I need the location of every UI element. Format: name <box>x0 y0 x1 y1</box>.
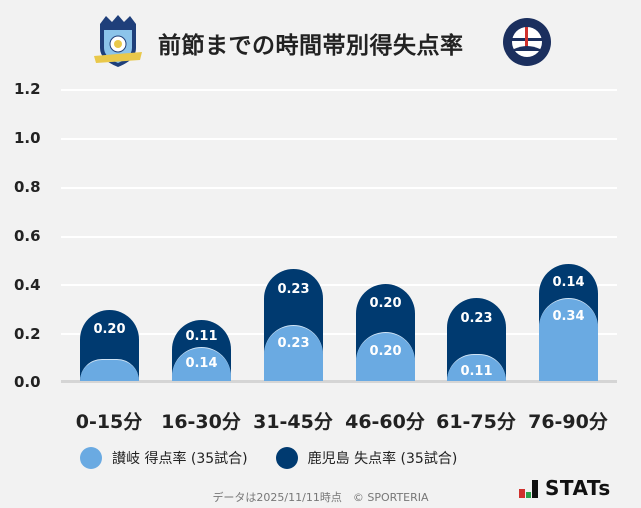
x-tick: 31-45分 <box>253 411 333 433</box>
bar-group-16-30: 0.11 0.14 <box>172 320 231 381</box>
chart-title: 前節までの時間帯別得失点率 <box>158 33 464 59</box>
y-tick: 0.2 <box>14 325 41 343</box>
legend-label-away: 鹿児島 失点率 (35試合) <box>307 451 458 467</box>
bar-label-scored: 0.23 <box>277 336 310 351</box>
y-tick: 0.4 <box>14 276 41 294</box>
stats-bars-icon <box>519 480 538 498</box>
away-team-crest-icon <box>503 18 551 66</box>
legend-item-away: 鹿児島 失点率 (35試合) <box>275 447 458 469</box>
x-tick: 46-60分 <box>345 411 425 433</box>
y-tick: 1.2 <box>14 80 41 98</box>
stats-brand-text: STATs <box>545 476 611 500</box>
bar-scored <box>80 359 139 381</box>
footer-note: データは2025/11/11時点 © SPORTERIA <box>212 491 429 504</box>
chart-header: 前節までの時間帯別得失点率 <box>0 0 641 80</box>
bar-group-46-60: 0.20 0.20 <box>356 284 415 381</box>
bar-label-scored: 0.14 <box>185 356 218 371</box>
gridline <box>61 138 617 140</box>
x-axis-baseline <box>61 380 617 383</box>
bar-scored <box>264 325 323 381</box>
y-tick: 0.8 <box>14 178 41 196</box>
gridline <box>61 89 617 91</box>
gridline <box>61 236 617 238</box>
x-tick: 76-90分 <box>528 411 608 433</box>
y-tick: 0.0 <box>14 373 41 391</box>
legend-swatch-home-icon <box>80 447 102 469</box>
bar-group-76-90: 0.14 0.34 <box>539 264 598 381</box>
bar-label-scored: 0.11 <box>460 364 493 379</box>
bar-label-conceded: 0.23 <box>460 311 493 326</box>
home-team-crest-icon <box>94 15 142 67</box>
gridline <box>61 284 617 286</box>
x-tick: 0-15分 <box>75 411 143 433</box>
legend: 讃岐 得点率 (35試合) 鹿児島 失点率 (35試合) <box>80 447 485 469</box>
bar-scored <box>356 332 415 381</box>
y-tick: 1.0 <box>14 129 41 147</box>
x-tick: 61-75分 <box>436 411 516 433</box>
bar-label-conceded: 0.14 <box>552 275 585 290</box>
legend-label-home: 讃岐 得点率 (35試合) <box>112 451 248 467</box>
stats-brand-logo: STATs <box>519 478 611 498</box>
bar-label-scored: 0.34 <box>552 309 585 324</box>
gridline <box>61 333 617 335</box>
bar-label-conceded: 0.20 <box>93 322 126 337</box>
y-tick: 0.6 <box>14 227 41 245</box>
bar-group-0-15: 0.20 <box>80 310 139 381</box>
bar-label-conceded: 0.20 <box>369 296 402 311</box>
legend-swatch-away-icon <box>275 447 298 469</box>
bar-group-61-75: 0.23 0.11 <box>447 298 506 381</box>
bar-label-scored: 0.20 <box>369 344 402 359</box>
x-tick: 16-30分 <box>161 411 241 433</box>
bar-scored <box>539 298 598 381</box>
gridline <box>61 187 617 189</box>
bar-label-conceded: 0.23 <box>277 282 310 297</box>
bar-label-conceded: 0.11 <box>185 329 218 344</box>
bar-group-31-45: 0.23 0.23 <box>264 269 323 381</box>
legend-item-home: 讃岐 得点率 (35試合) <box>80 447 248 469</box>
